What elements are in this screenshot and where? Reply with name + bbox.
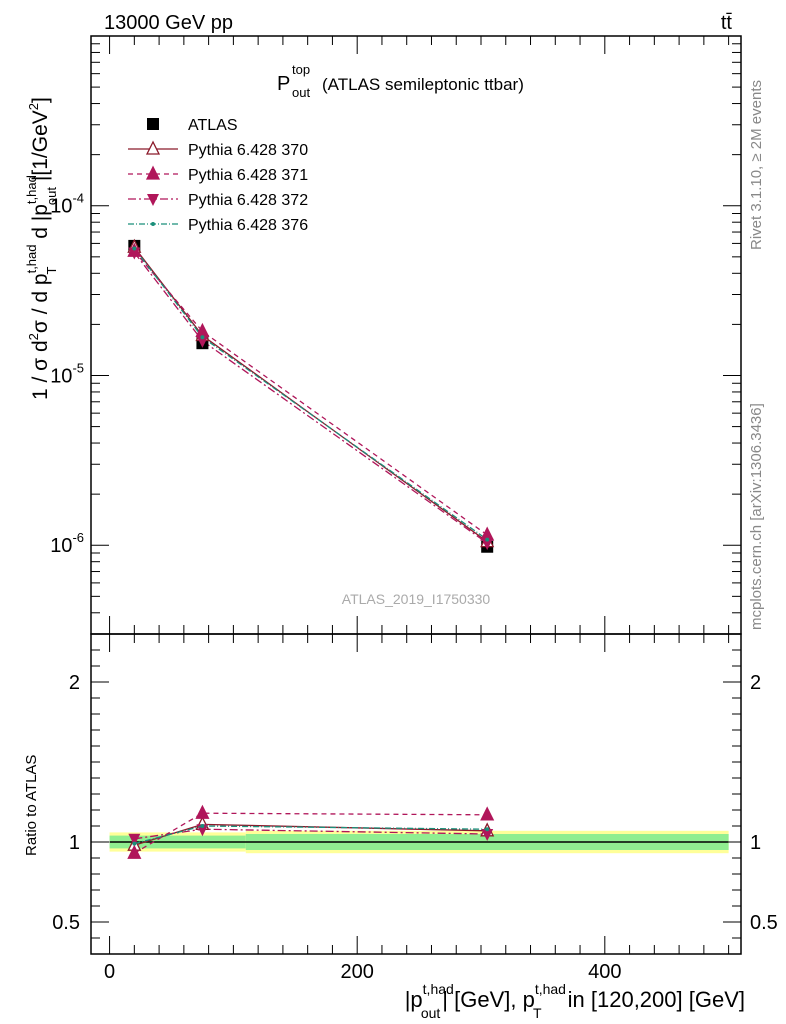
legend-marker xyxy=(147,194,159,206)
ratio-series-point xyxy=(485,827,490,832)
ratio-series-point xyxy=(200,824,205,828)
main-series-point xyxy=(132,246,137,251)
header-process-label: tt̄ xyxy=(721,12,733,34)
title-sup: top xyxy=(292,62,310,77)
x-tick-label: 400 xyxy=(588,961,621,983)
legend-label: Pythia 6.428 371 xyxy=(188,167,308,184)
x-tick-label: 0 xyxy=(104,961,115,983)
ratio-panel-frame xyxy=(90,633,742,955)
ratio-series-point xyxy=(127,844,142,859)
title-sub: out xyxy=(292,85,310,100)
main-series-line xyxy=(133,252,488,544)
legend-label: ATLAS xyxy=(188,117,238,134)
title-suffix: (ATLAS semileptonic ttbar) xyxy=(322,75,524,94)
ratio-series-point xyxy=(481,829,494,841)
ratio-uncertainty-bands xyxy=(109,830,729,854)
y-tick-label: 10-5 xyxy=(50,360,84,387)
rivet-version-label: Rivet 3.1.10, ≥ 2M events xyxy=(748,80,765,250)
ratio-y-tick-label: 0.5 xyxy=(52,912,80,934)
ratio-series-point xyxy=(480,806,495,821)
main-series-line xyxy=(133,248,488,541)
legend: ATLAS Pythia 6.428 370 Pythia 6.428 371 Pyt… xyxy=(128,117,308,234)
legend-label: Pythia 6.428 372 xyxy=(188,192,308,209)
ratio-y-tick-label-right: 0.5 xyxy=(750,912,778,934)
legend-marker xyxy=(145,165,161,180)
ratio-series-point xyxy=(195,804,210,819)
legend-marker xyxy=(147,118,159,130)
legend-marker xyxy=(151,222,155,226)
x-tick-label: 200 xyxy=(341,961,374,983)
main-series-point xyxy=(196,335,209,348)
legend-label: Pythia 6.428 376 xyxy=(188,217,308,234)
ratio-series xyxy=(127,804,495,859)
ratio-series-point xyxy=(128,833,141,846)
main-axes: 10-6 10-5 10-4 xyxy=(50,35,741,635)
y-tick-label: 10-4 xyxy=(50,191,84,218)
plot-title: P top out (ATLAS semileptonic ttbar) xyxy=(277,62,524,100)
main-y-axis-label: 1 / σ d2σ / d pt,had T d |pt,had out|[1/Ge… xyxy=(24,97,59,400)
y-tick-label: 10-6 xyxy=(50,530,84,557)
title-main: P xyxy=(277,73,290,95)
main-series-point xyxy=(481,538,494,551)
main-series-point xyxy=(485,537,490,542)
analysis-watermark: ATLAS_2019_I1750330 xyxy=(342,591,491,607)
main-series xyxy=(127,238,495,553)
mcplots-label: mcplots.cern.ch [arXiv:1306.3436] xyxy=(748,403,765,630)
ratio-y-axis-label: Ratio to ATLAS xyxy=(23,755,40,856)
ratio-axes: 0 200 400 0.5 0.5 1 1 2 2 xyxy=(52,634,778,983)
ratio-y-tick-label: 1 xyxy=(69,832,80,854)
main-series-point xyxy=(200,335,205,340)
legend-label: Pythia 6.428 370 xyxy=(188,142,308,159)
ratio-y-tick-label-right: 1 xyxy=(750,832,761,854)
main-series-point xyxy=(128,247,141,260)
main-series-line xyxy=(133,250,488,536)
legend-marker xyxy=(145,140,161,155)
x-axis-label: |pt,had out| [GeV], pt,had T in [120,200] … xyxy=(405,981,745,1021)
ratio-y-tick-label: 2 xyxy=(69,672,80,694)
ratio-y-tick-label-right: 2 xyxy=(750,672,761,694)
ratio-series-point xyxy=(132,841,137,846)
header-energy-label: 13000 GeV pp xyxy=(104,12,233,34)
